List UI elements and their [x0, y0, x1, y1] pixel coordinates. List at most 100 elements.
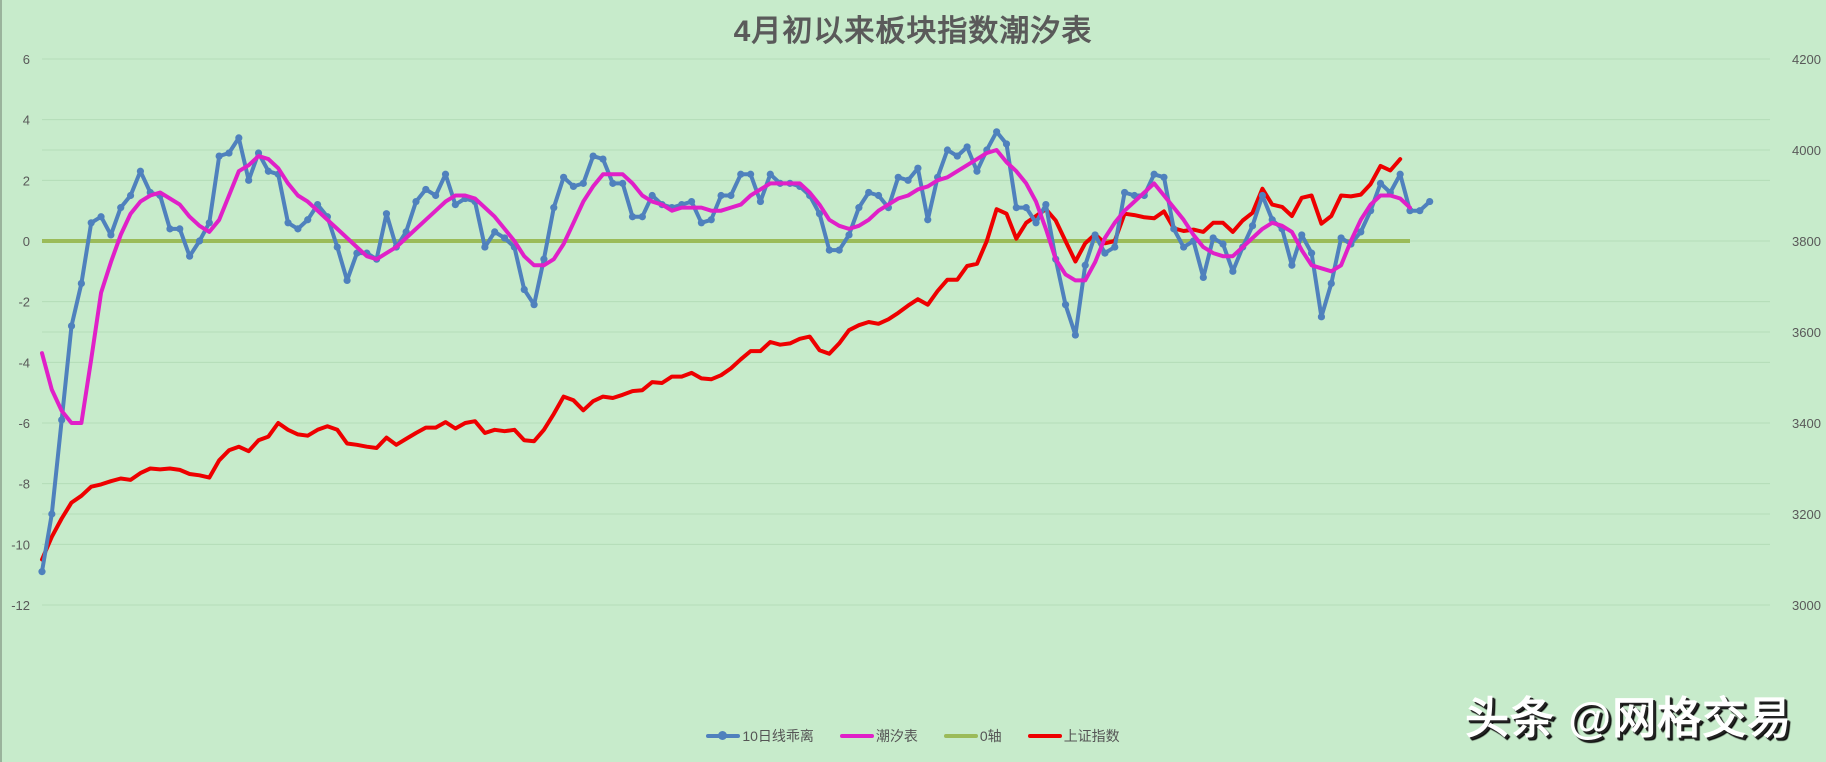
left-tick-label: 6 — [23, 52, 30, 67]
data-point-marker — [707, 216, 715, 224]
data-point-marker — [1426, 197, 1434, 206]
data-point-marker — [993, 128, 1001, 136]
data-point-marker — [530, 301, 538, 309]
data-point-marker — [87, 219, 95, 227]
data-point-marker — [1376, 179, 1385, 187]
data-point-marker — [1180, 243, 1188, 251]
data-point-marker — [491, 228, 499, 236]
data-point-marker — [766, 170, 774, 178]
data-point-marker — [284, 219, 292, 227]
data-point-marker — [865, 188, 873, 197]
legend-item-tide[interactable]: 潮汐表 — [839, 726, 918, 746]
legend-label: 潮汐表 — [875, 728, 918, 744]
right-axis-ticks: 4200 4000 3800 3600 3400 3200 3000 — [1792, 52, 1821, 613]
data-point-marker — [1081, 261, 1089, 269]
legend-item-zero[interactable]: 0轴 — [943, 726, 1002, 746]
data-point-marker — [874, 191, 883, 200]
legend-item-deviation[interactable]: 10日线乖离 — [706, 726, 814, 746]
data-point-marker — [176, 225, 184, 233]
data-point-marker — [382, 210, 391, 218]
data-point-marker — [1258, 191, 1266, 200]
data-point-marker — [737, 170, 745, 178]
data-point-marker — [67, 322, 76, 330]
left-tick-label: -6 — [18, 416, 30, 431]
data-point-marker — [1416, 207, 1424, 215]
data-point-marker — [1002, 140, 1011, 148]
data-point-marker — [648, 191, 656, 200]
data-point-marker — [1022, 204, 1030, 212]
data-point-marker — [756, 197, 765, 206]
data-point-marker — [97, 213, 105, 221]
data-point-marker — [973, 167, 981, 175]
data-point-marker — [186, 252, 194, 260]
data-point-marker — [1337, 234, 1345, 242]
data-point-marker — [540, 255, 548, 263]
legend-label: 上证指数 — [1063, 728, 1120, 744]
left-tick-label: -2 — [18, 295, 30, 310]
data-point-marker — [1357, 228, 1365, 236]
data-point-marker — [855, 204, 863, 212]
data-point-marker — [560, 173, 568, 181]
data-point-marker — [1317, 313, 1326, 321]
data-point-marker — [589, 152, 597, 160]
data-point-marker — [294, 225, 302, 233]
data-point-marker — [77, 279, 85, 288]
legend-swatch-zero-icon — [943, 734, 978, 738]
data-point-marker — [215, 152, 223, 160]
left-tick-label: 0 — [23, 234, 30, 249]
data-point-marker — [1229, 267, 1237, 275]
data-point-marker — [1248, 222, 1257, 230]
data-point-marker — [1071, 331, 1079, 339]
legend-label: 10日线乖离 — [742, 728, 814, 744]
legend-item-index[interactable]: 上证指数 — [1027, 726, 1120, 746]
data-point-marker — [48, 510, 56, 518]
data-point-marker — [747, 170, 755, 178]
data-point-marker — [550, 204, 558, 212]
data-point-marker — [58, 416, 66, 424]
left-tick-label: -10 — [11, 537, 30, 552]
right-tick-label: 3600 — [1792, 325, 1821, 340]
data-point-marker — [1219, 240, 1227, 248]
data-point-marker — [609, 179, 617, 187]
data-point-marker — [1012, 204, 1020, 212]
data-point-marker — [914, 164, 922, 172]
left-tick-label: -12 — [11, 598, 30, 613]
data-point-marker — [943, 146, 952, 154]
data-point-marker — [1160, 173, 1168, 181]
data-point-marker — [1170, 225, 1178, 233]
data-point-marker — [1209, 234, 1217, 242]
data-point-marker — [1101, 249, 1109, 257]
right-tick-label: 3400 — [1792, 416, 1821, 431]
watermark: 头条 @网格交易 — [1465, 694, 1793, 743]
data-point-marker — [904, 176, 912, 184]
data-point-marker — [333, 243, 341, 251]
right-tick-label: 3000 — [1792, 598, 1821, 613]
data-point-marker — [520, 285, 528, 294]
data-point-marker — [1327, 279, 1335, 288]
data-point-marker — [1091, 231, 1099, 239]
right-tick-label: 3800 — [1792, 234, 1821, 249]
data-point-marker — [481, 243, 489, 251]
data-point-marker — [835, 246, 843, 254]
data-point-marker — [38, 568, 46, 576]
data-point-marker — [441, 170, 450, 178]
deviation-line — [40, 129, 1432, 574]
data-point-marker — [953, 152, 961, 160]
data-point-marker — [1061, 301, 1070, 309]
right-tick-label: 3200 — [1792, 507, 1821, 522]
data-point-marker — [1406, 207, 1414, 215]
data-point-marker — [727, 191, 735, 200]
data-point-marker — [815, 210, 824, 218]
data-point-marker — [1307, 249, 1316, 257]
left-tick-label: 2 — [23, 173, 30, 188]
shanghai-index-line — [40, 157, 1403, 562]
data-point-marker — [697, 219, 705, 227]
data-point-marker — [963, 143, 971, 151]
legend-swatch-tide-icon — [839, 734, 874, 738]
data-point-marker — [432, 191, 440, 200]
tide-line — [40, 148, 1412, 425]
data-point-marker — [225, 149, 233, 157]
left-tick-label: -4 — [18, 355, 30, 370]
